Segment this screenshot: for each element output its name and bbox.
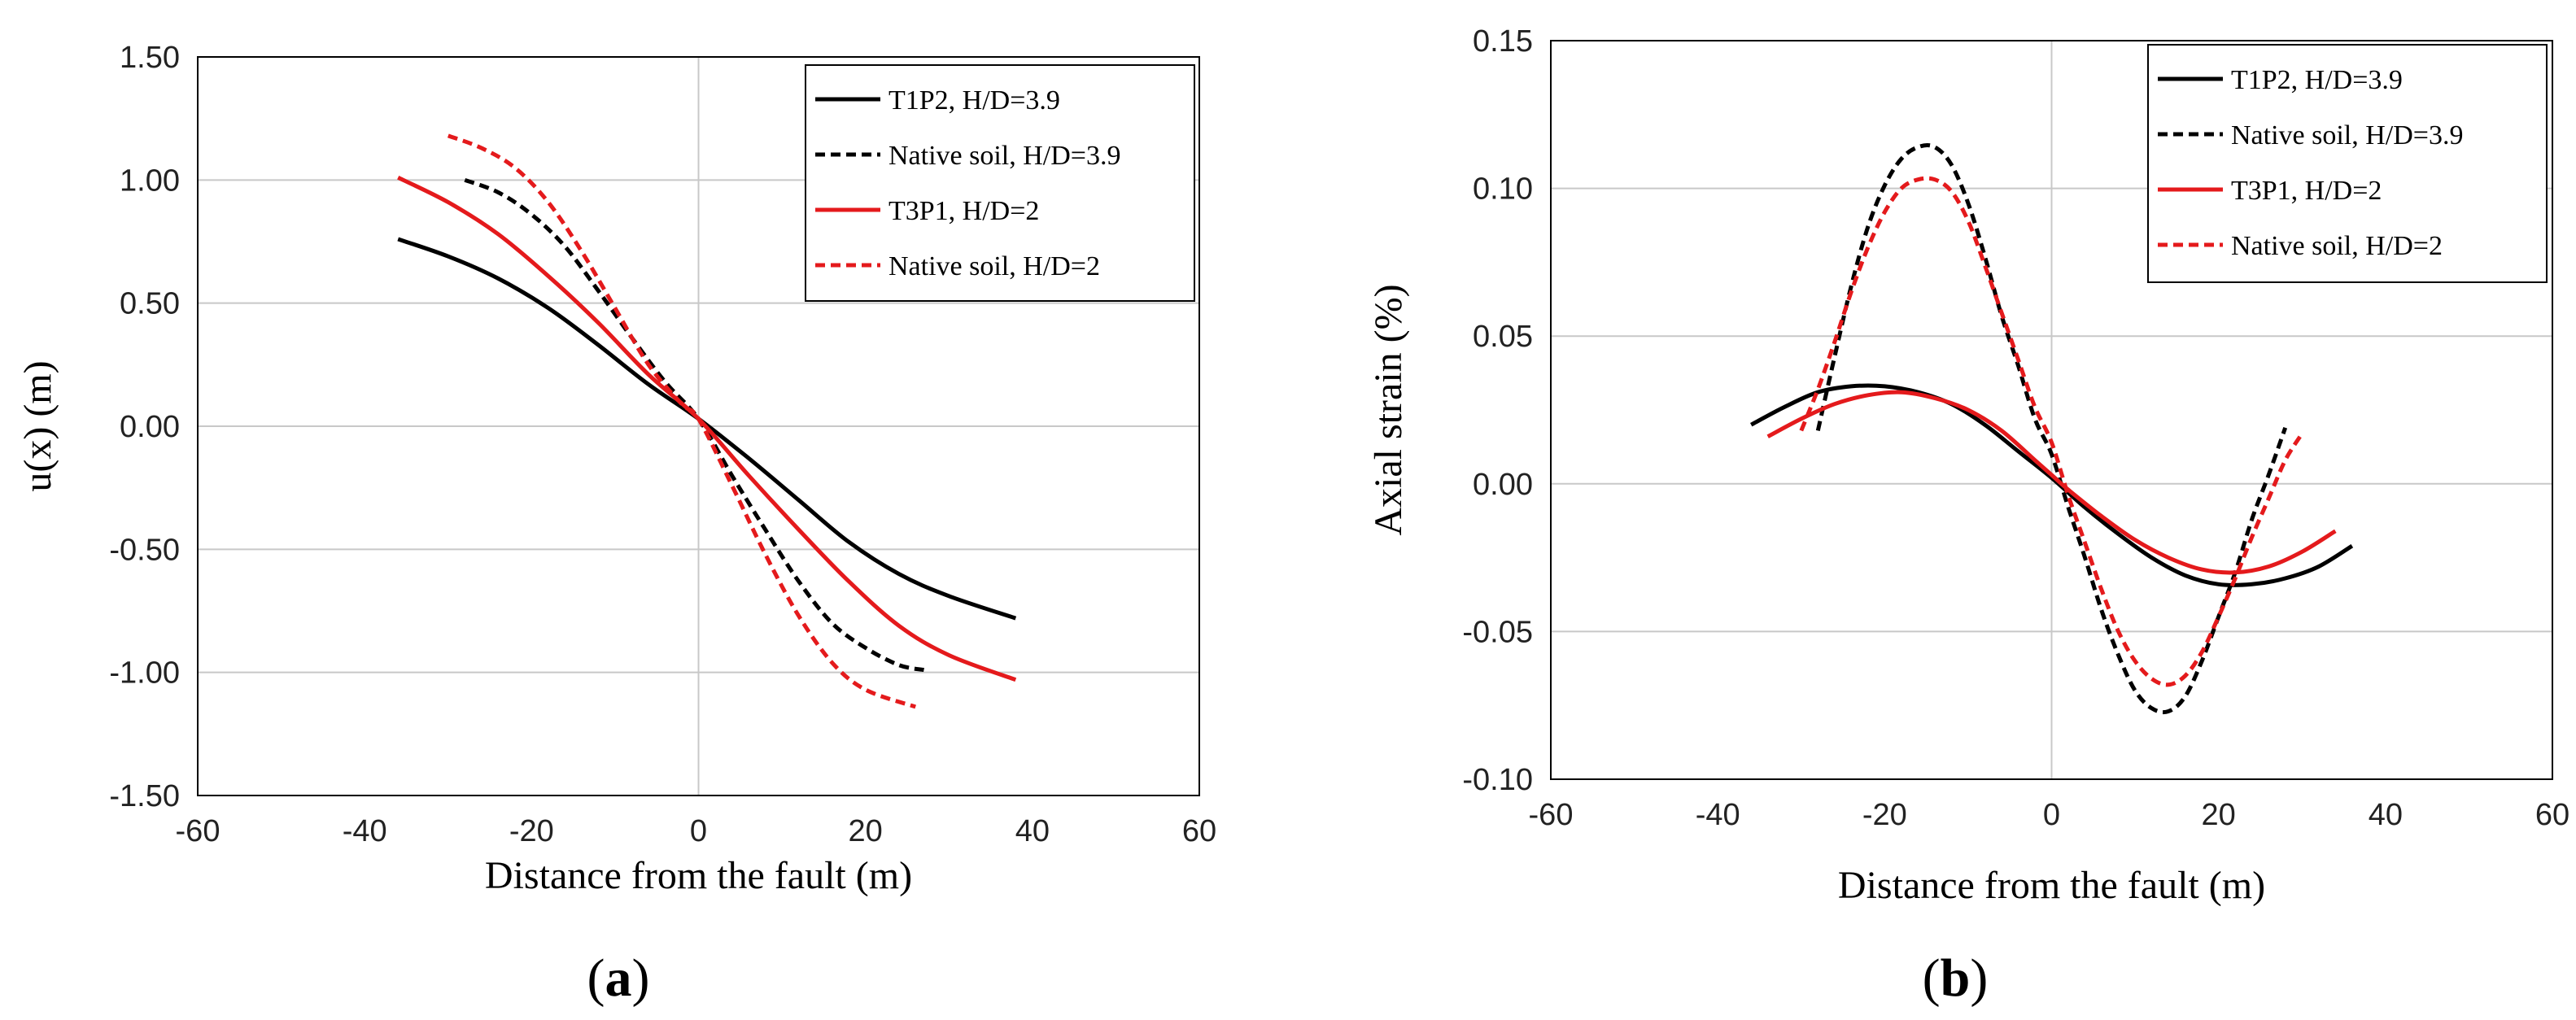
x-tick-label: 60 bbox=[2535, 798, 2569, 832]
x-tick-label: -60 bbox=[176, 814, 220, 848]
y-tick-label: 0.00 bbox=[120, 410, 180, 444]
y-tick-label: 0.50 bbox=[120, 287, 180, 321]
y-tick-label: 0.05 bbox=[1473, 320, 1533, 354]
y-tick-label: -1.00 bbox=[109, 656, 180, 691]
x-tick-label: -60 bbox=[1529, 798, 1574, 832]
legend-box bbox=[805, 64, 1195, 302]
x-tick-label: 0 bbox=[690, 814, 707, 848]
legend-entry: T1P2, H/D=3.9 bbox=[889, 85, 1060, 116]
series-line bbox=[1815, 142, 2288, 715]
x-tick-label: 40 bbox=[1015, 814, 1050, 848]
y-axis-title: Axial strain (%) bbox=[1367, 284, 1410, 535]
panel-label: (b) bbox=[1923, 948, 1989, 1008]
y-tick-label: 0.00 bbox=[1473, 468, 1533, 502]
x-tick-label: -40 bbox=[1696, 798, 1740, 832]
x-tick-label: -20 bbox=[509, 814, 554, 848]
series-line bbox=[1799, 176, 2304, 687]
y-tick-label: 1.00 bbox=[120, 163, 180, 198]
chart-panel-a: 1.50 1.00 0.50 0.00 -0.50 -1.00 -1.50 -60 -40 -2… bbox=[16, 41, 1216, 1008]
x-tick-label: -20 bbox=[1862, 798, 1907, 832]
x-tick-label: 20 bbox=[849, 814, 883, 848]
y-tick-label: 1.50 bbox=[120, 41, 180, 75]
y-tick-label: -0.05 bbox=[1462, 615, 1533, 649]
series-line bbox=[1766, 390, 2337, 575]
plot-frame bbox=[197, 56, 1200, 796]
x-axis-title: Distance from the fault (m) bbox=[485, 854, 912, 897]
series-line bbox=[447, 133, 917, 709]
legend-entry: Native soil, H/D=3.9 bbox=[889, 141, 1120, 171]
legend: T1P2, H/D=3.9 Native soil, H/D=3.9 T3P1, H… bbox=[805, 64, 1195, 302]
panel-label: (a) bbox=[587, 948, 650, 1008]
legend-entry: Native soil, H/D=2 bbox=[2231, 231, 2443, 261]
y-tick-label: -0.10 bbox=[1462, 763, 1533, 797]
y-tick-label: -0.50 bbox=[109, 533, 180, 567]
legend-entry: T1P2, H/D=3.9 bbox=[2231, 65, 2403, 95]
legend-entry: Native soil, H/D=2 bbox=[889, 251, 1100, 281]
x-axis-title: Distance from the fault (m) bbox=[1838, 864, 2265, 907]
plot-frame bbox=[1550, 40, 2553, 780]
legend-box bbox=[2147, 44, 2548, 283]
x-tick-label: 20 bbox=[2202, 798, 2236, 832]
legend: T1P2, H/D=3.9 Native soil, H/D=3.9 T3P1, H… bbox=[2147, 44, 2548, 283]
x-tick-label: 60 bbox=[1182, 814, 1216, 848]
chart-panel-b: 0.15 0.10 0.05 0.00 -0.05 -0.10 -60 -40 -20 0 20 4… bbox=[1367, 24, 2569, 1008]
x-tick-label: 0 bbox=[2043, 798, 2060, 832]
y-tick-label: 0.15 bbox=[1473, 24, 1533, 59]
series-line bbox=[1750, 383, 2354, 587]
legend-entry: Native soil, H/D=3.9 bbox=[2231, 120, 2463, 150]
legend-entry: T3P1, H/D=2 bbox=[889, 196, 1039, 226]
y-tick-label: 0.10 bbox=[1473, 172, 1533, 207]
legend-entry: T3P1, H/D=2 bbox=[2231, 176, 2382, 206]
x-tick-label: -40 bbox=[343, 814, 387, 848]
y-axis-title: u(x) (m) bbox=[16, 360, 59, 491]
y-tick-label: -1.50 bbox=[109, 779, 180, 813]
x-tick-label: 40 bbox=[2369, 798, 2403, 832]
